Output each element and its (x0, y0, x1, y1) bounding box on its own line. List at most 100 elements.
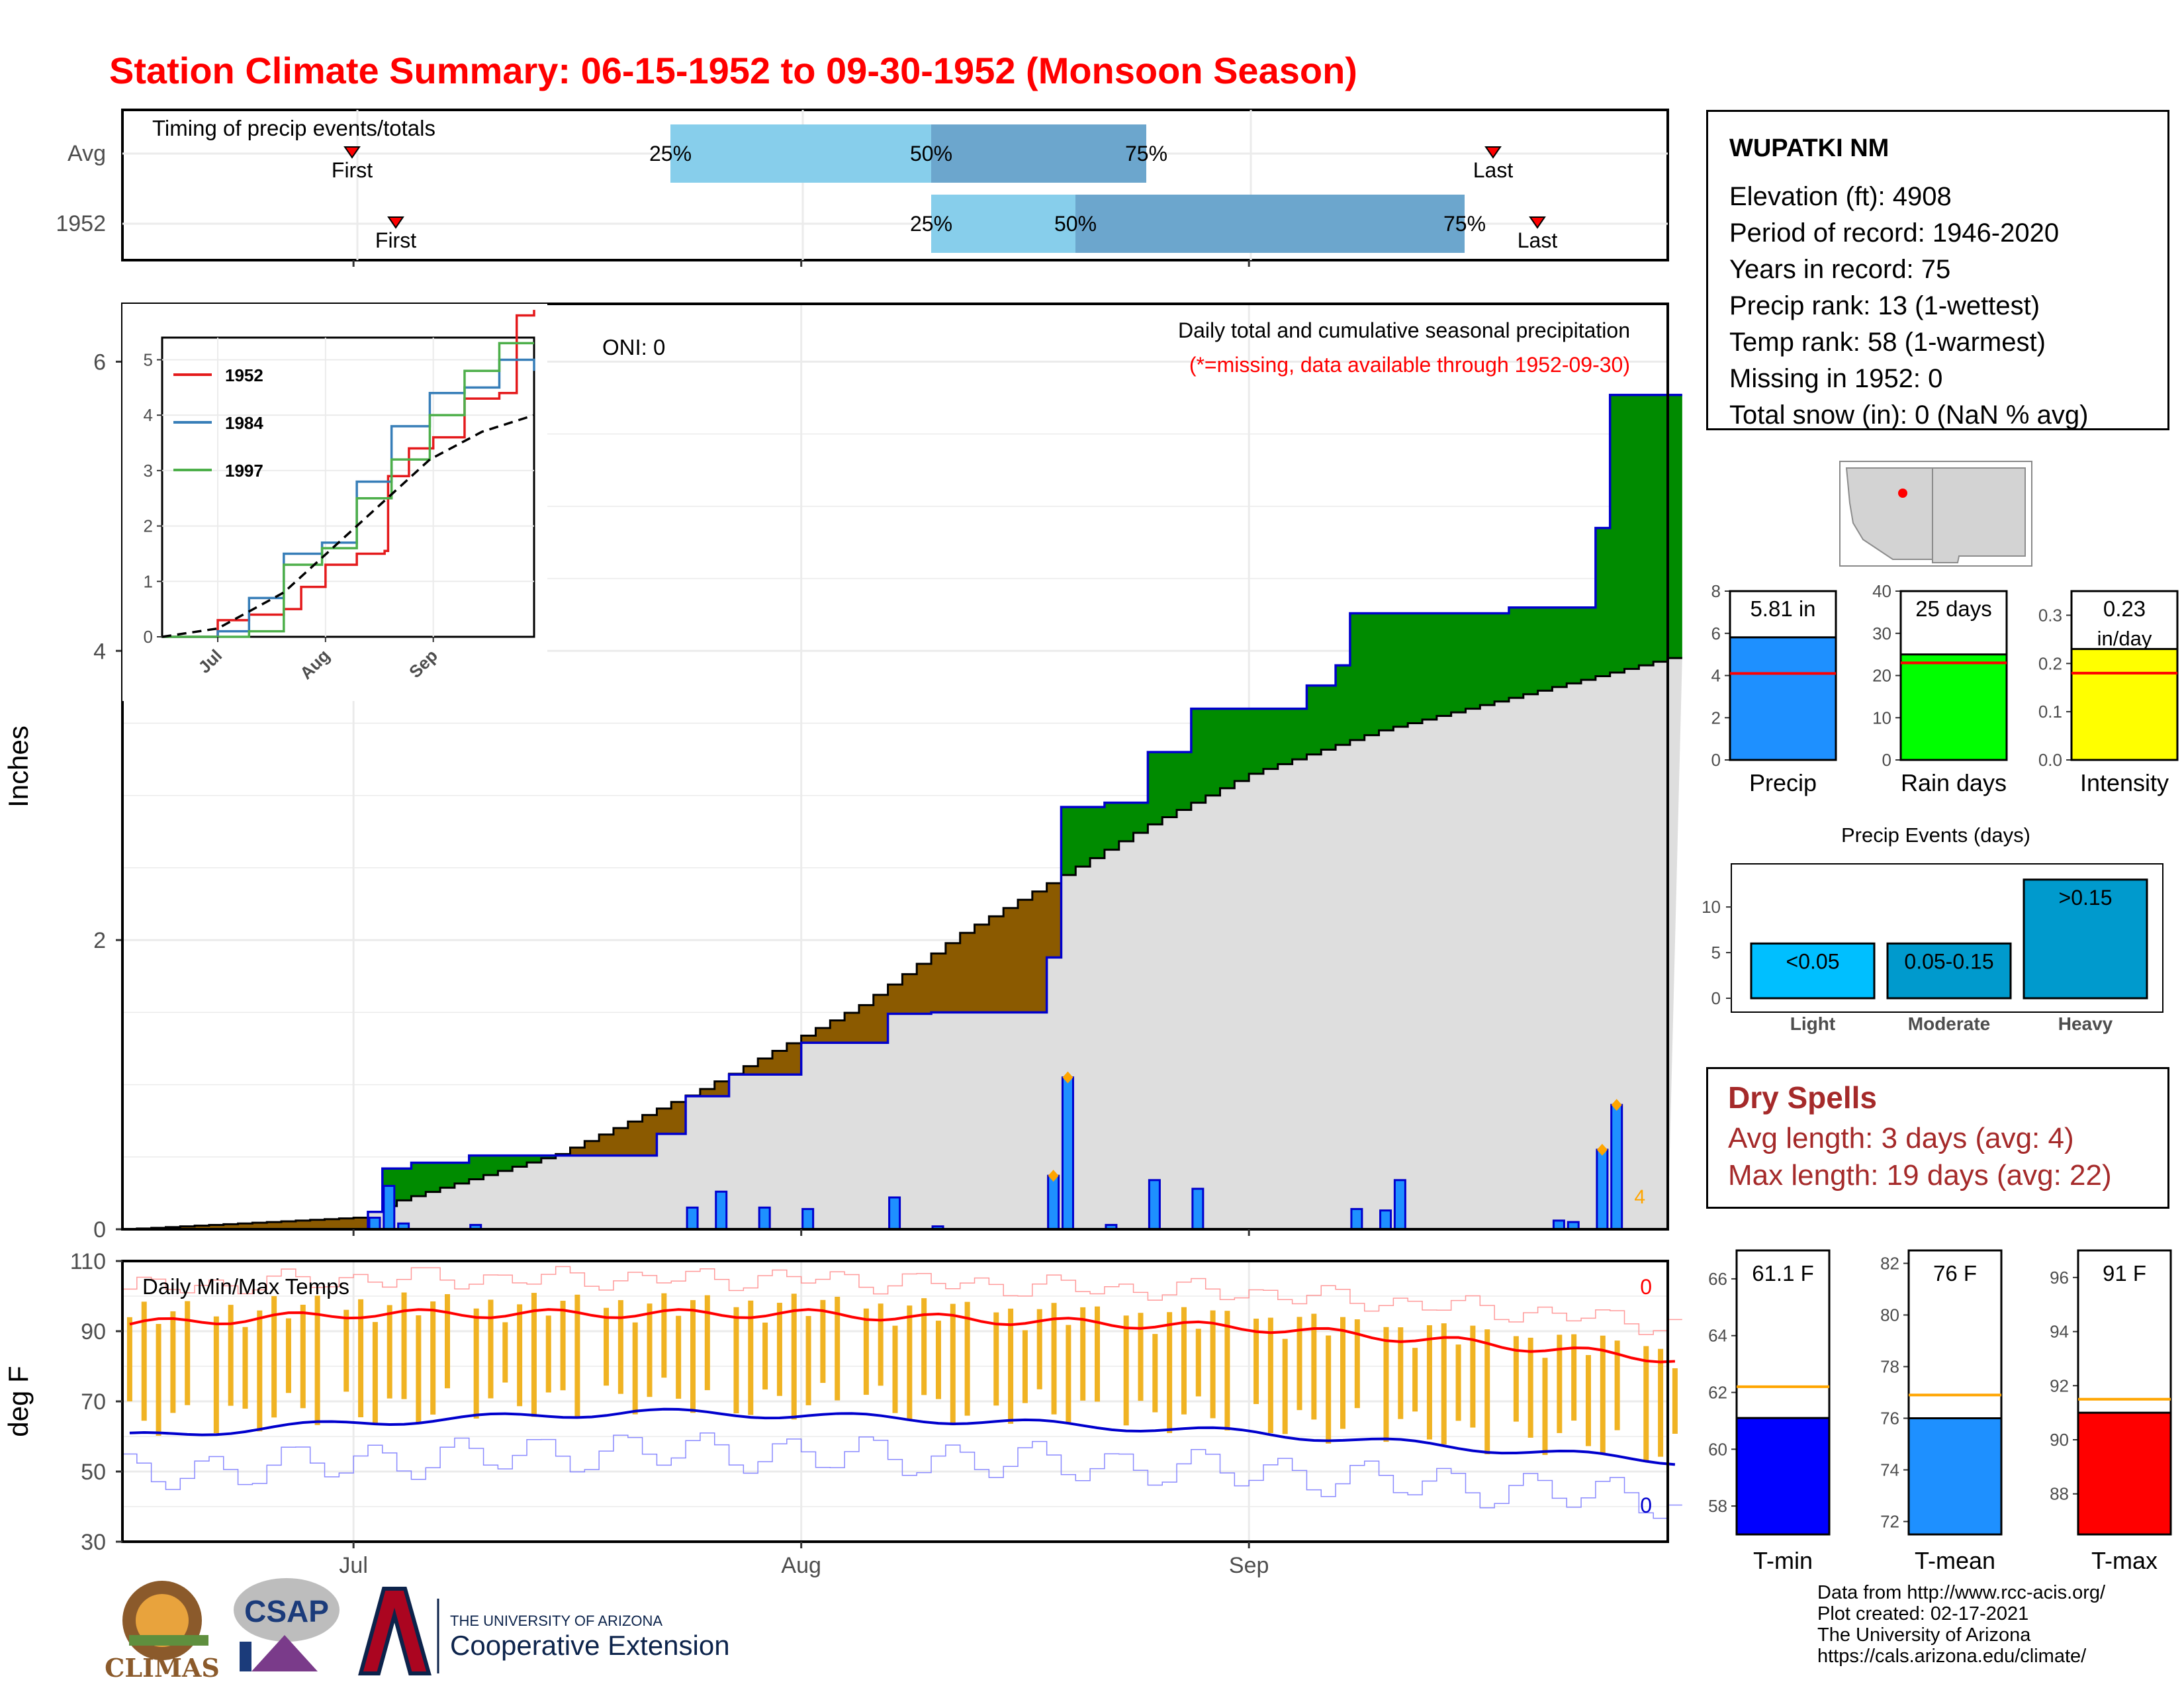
temp-daily-bar (517, 1304, 523, 1407)
timing-panel: Timing of precip events/totals Avg 1952 … (56, 109, 1669, 261)
yr-iqr-low-bar (931, 195, 1075, 253)
temp-daily-bar (1412, 1348, 1418, 1412)
temp-daily-bar (416, 1315, 422, 1425)
summary-bar-1 (1729, 636, 1837, 761)
temp-daily-bar (617, 1300, 623, 1394)
summary-y-tick-label: 2 (1711, 708, 1721, 727)
temp-daily-bar (892, 1325, 898, 1413)
temp-summary-tick-label: 90 (2050, 1430, 2069, 1450)
ua-logo: THE UNIVERSITY OF ARIZONA Cooperative Ex… (358, 1587, 730, 1675)
temp-daily-bar (820, 1299, 826, 1383)
temp-daily-bar (1311, 1313, 1317, 1420)
credits: Data from http://www.rcc-acis.org/ Plot … (1817, 1582, 2105, 1667)
summary-y-tick-label: 0.3 (2038, 605, 2062, 625)
events-y-tick-label: 0 (1711, 988, 1721, 1008)
temp-daily-bar (1095, 1306, 1101, 1402)
temp-daily-bar (1138, 1313, 1144, 1401)
yr-first-marker (387, 216, 404, 229)
climas-text: CLIMAS (105, 1653, 220, 1683)
temp-daily-bar (1658, 1348, 1664, 1457)
temp-daily-bar (1527, 1337, 1533, 1438)
inset-y-tick-label: 5 (144, 350, 153, 369)
temp-daily-bar (473, 1308, 479, 1419)
temp-daily-bar (1267, 1317, 1273, 1433)
summary-y-tick-label: 10 (1872, 708, 1891, 727)
daily-precip-bar (1061, 1076, 1074, 1231)
daily-precip-bar (801, 1207, 815, 1231)
temp-daily-bar (1167, 1312, 1173, 1433)
temp-summary-tick-label: 76 (1880, 1409, 1899, 1429)
temp-daily-bar (950, 1303, 956, 1426)
events-bar-label: 0.05-0.15 (1904, 949, 1993, 973)
temp-daily-bar (387, 1305, 392, 1399)
main-subtitle: Daily total and cumulative seasonal prec… (1178, 318, 1630, 342)
temp-y-tick-label: 110 (70, 1249, 106, 1274)
temp-daily-bar (1123, 1315, 1129, 1426)
ua-bottom-text: Cooperative Extension (450, 1630, 730, 1661)
daily-precip-marker (1611, 1099, 1622, 1111)
inset-series-line-1984 (162, 358, 535, 638)
temp-summary-tick-label: 96 (2050, 1268, 2069, 1288)
summary-value-unit: in/day (2097, 627, 2152, 650)
temp-daily-bar (1282, 1338, 1288, 1434)
temp-summary-tick-label: 92 (2050, 1376, 2069, 1395)
dry-spells-avg: Avg length: 3 days (avg: 4) (1728, 1122, 2074, 1154)
precip-events-chart: Precip Events (days) 0 5 10 <0.05 Light 0.05-… (1702, 823, 2163, 1034)
temp-daily-bar (1426, 1325, 1432, 1440)
inset-legend-label: 1997 (225, 461, 263, 481)
main-y-label: Inches (3, 726, 34, 808)
temp-daily-bar (632, 1322, 638, 1415)
temp-daily-bar (156, 1324, 161, 1436)
temp-daily-bar (1080, 1307, 1086, 1401)
events-bar (1886, 942, 2012, 1000)
daily-precip-bar (1350, 1207, 1363, 1231)
page-title: Station Climate Summary: 06-15-1952 to 0… (109, 50, 1357, 91)
main-y-tick-label: 6 (93, 350, 106, 375)
summary-value-label: 5.81 in (1750, 596, 1815, 621)
temp-summary-tick-label: 58 (1708, 1496, 1727, 1516)
temp-daily-bar (1051, 1303, 1057, 1415)
temp-daily-bar (300, 1305, 306, 1409)
temp-daily-bar (1008, 1308, 1014, 1424)
temp-daily-bar (1571, 1334, 1577, 1421)
daily-precip-marker (1596, 1143, 1608, 1156)
temp-summary-tick-label: 74 (1880, 1460, 1899, 1480)
temp-record-lines (122, 1266, 1682, 1519)
temp-y-tick-label: 30 (81, 1530, 106, 1555)
temp-summary-bar-1 (1735, 1417, 1831, 1536)
station-snow: Total snow (in): 0 (NaN % avg) (1729, 400, 2089, 430)
temp-summary-tick-label: 94 (2050, 1322, 2069, 1342)
temp-daily-bar (647, 1303, 653, 1397)
dry-spells-title: Dry Spells (1728, 1080, 1877, 1115)
temp-daily-bar (1210, 1310, 1216, 1419)
credit-url: https://cals.arizona.edu/climate/ (1817, 1646, 2087, 1667)
main-plot-frame (121, 303, 1669, 1231)
temp-daily-bar (545, 1315, 551, 1393)
summary-bar-3 (2070, 647, 2179, 761)
daily-precip-bar (1610, 1103, 1623, 1231)
avg-p50-label: 50% (910, 142, 952, 165)
temp-daily-bar (1036, 1309, 1042, 1389)
temp-y-tick-label: 50 (81, 1460, 106, 1485)
daily-precip-marker (1048, 1170, 1059, 1182)
inset-series-lines (161, 310, 535, 638)
temp-daily-bar (776, 1303, 782, 1396)
avg-first-label: First (332, 158, 373, 182)
events-category-label: Heavy (2058, 1013, 2113, 1034)
summary-category-label: Intensity (2080, 769, 2169, 796)
csap-text: CSAP (244, 1594, 329, 1628)
station-period: Period of record: 1946-2020 (1729, 218, 2060, 248)
temp-daily-bar (604, 1307, 610, 1386)
temp-daily-bar (502, 1322, 508, 1383)
temp-daily-bar (1470, 1325, 1476, 1428)
temp-daily-bar (704, 1295, 710, 1391)
summary-y-tick-label: 4 (1711, 666, 1721, 686)
timing-row-1952-label: 1952 (56, 211, 106, 236)
events-bar-label: >0.15 (2059, 886, 2113, 910)
temp-max-count: 0 (1640, 1275, 1652, 1299)
main-y-tick-label: 2 (93, 928, 106, 953)
temp-daily-bar (1557, 1335, 1563, 1433)
temp-daily-bar (257, 1310, 263, 1432)
